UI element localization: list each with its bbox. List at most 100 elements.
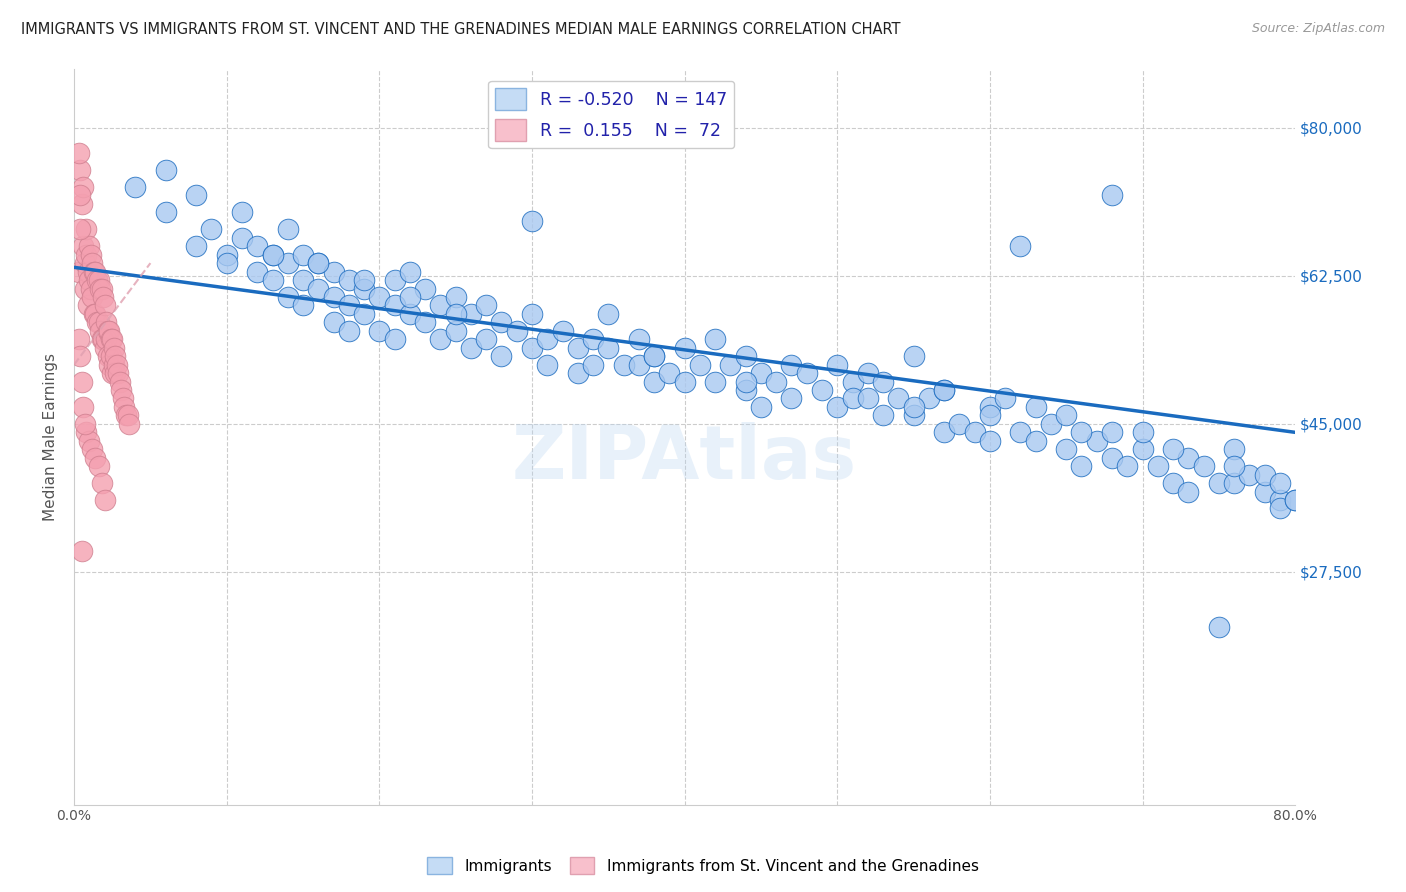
Point bbox=[1070, 459, 1092, 474]
Point bbox=[104, 366, 127, 380]
Point bbox=[1025, 400, 1047, 414]
Point bbox=[582, 332, 605, 346]
Point bbox=[643, 375, 665, 389]
Point bbox=[98, 358, 121, 372]
Point bbox=[322, 290, 344, 304]
Point bbox=[1101, 188, 1123, 202]
Point bbox=[110, 383, 132, 397]
Point bbox=[368, 324, 391, 338]
Point bbox=[1208, 476, 1230, 491]
Point bbox=[627, 358, 650, 372]
Point bbox=[1223, 459, 1246, 474]
Point bbox=[105, 358, 128, 372]
Point bbox=[70, 197, 93, 211]
Point bbox=[90, 476, 112, 491]
Point bbox=[79, 239, 101, 253]
Point bbox=[811, 383, 834, 397]
Point bbox=[1239, 467, 1261, 482]
Point bbox=[643, 349, 665, 363]
Point bbox=[67, 264, 90, 278]
Point bbox=[100, 349, 122, 363]
Point bbox=[107, 366, 129, 380]
Point bbox=[86, 315, 108, 329]
Point bbox=[246, 239, 269, 253]
Point bbox=[83, 264, 105, 278]
Point bbox=[277, 290, 299, 304]
Point bbox=[918, 392, 941, 406]
Point bbox=[82, 256, 104, 270]
Point bbox=[1192, 459, 1215, 474]
Point bbox=[1177, 484, 1199, 499]
Point bbox=[75, 222, 97, 236]
Point bbox=[841, 392, 863, 406]
Point bbox=[111, 392, 134, 406]
Point bbox=[231, 205, 253, 219]
Point bbox=[101, 366, 124, 380]
Point bbox=[1054, 442, 1077, 457]
Point bbox=[322, 264, 344, 278]
Point bbox=[413, 315, 436, 329]
Point bbox=[444, 307, 467, 321]
Point bbox=[80, 247, 103, 261]
Point bbox=[932, 383, 955, 397]
Point bbox=[89, 324, 111, 338]
Point bbox=[856, 366, 879, 380]
Point bbox=[460, 341, 482, 355]
Point bbox=[277, 222, 299, 236]
Point bbox=[87, 459, 110, 474]
Point bbox=[903, 400, 925, 414]
Point bbox=[94, 332, 117, 346]
Point bbox=[75, 425, 97, 440]
Point bbox=[82, 290, 104, 304]
Point bbox=[69, 349, 91, 363]
Point bbox=[825, 358, 848, 372]
Point bbox=[887, 392, 910, 406]
Point bbox=[353, 281, 375, 295]
Point bbox=[93, 493, 115, 508]
Point bbox=[506, 324, 529, 338]
Point bbox=[780, 358, 803, 372]
Point bbox=[80, 281, 103, 295]
Point bbox=[103, 341, 125, 355]
Point bbox=[76, 264, 98, 278]
Point bbox=[72, 180, 94, 194]
Point bbox=[520, 341, 543, 355]
Point bbox=[796, 366, 818, 380]
Point bbox=[124, 180, 146, 194]
Point bbox=[231, 231, 253, 245]
Point bbox=[246, 264, 269, 278]
Point bbox=[307, 281, 329, 295]
Point bbox=[108, 375, 131, 389]
Point bbox=[1146, 459, 1168, 474]
Point bbox=[90, 332, 112, 346]
Point bbox=[87, 315, 110, 329]
Point bbox=[749, 366, 772, 380]
Point bbox=[69, 222, 91, 236]
Legend: R = -0.520    N = 147, R =  0.155    N =  72: R = -0.520 N = 147, R = 0.155 N = 72 bbox=[488, 81, 734, 148]
Point bbox=[734, 349, 756, 363]
Point bbox=[765, 375, 787, 389]
Text: ZIPAtlas: ZIPAtlas bbox=[512, 422, 858, 495]
Point bbox=[94, 315, 117, 329]
Point bbox=[979, 434, 1001, 448]
Point bbox=[353, 307, 375, 321]
Point bbox=[1101, 450, 1123, 465]
Point bbox=[97, 324, 120, 338]
Point bbox=[520, 307, 543, 321]
Point bbox=[1223, 476, 1246, 491]
Point bbox=[90, 281, 112, 295]
Point bbox=[384, 273, 406, 287]
Text: Source: ZipAtlas.com: Source: ZipAtlas.com bbox=[1251, 22, 1385, 36]
Point bbox=[1010, 239, 1032, 253]
Point bbox=[1208, 620, 1230, 634]
Point bbox=[84, 450, 107, 465]
Point bbox=[1223, 442, 1246, 457]
Point bbox=[72, 239, 94, 253]
Point bbox=[73, 256, 96, 270]
Point bbox=[73, 417, 96, 431]
Point bbox=[704, 375, 727, 389]
Point bbox=[1054, 409, 1077, 423]
Point bbox=[1161, 442, 1184, 457]
Point bbox=[84, 307, 107, 321]
Legend: Immigrants, Immigrants from St. Vincent and the Grenadines: Immigrants, Immigrants from St. Vincent … bbox=[422, 851, 984, 880]
